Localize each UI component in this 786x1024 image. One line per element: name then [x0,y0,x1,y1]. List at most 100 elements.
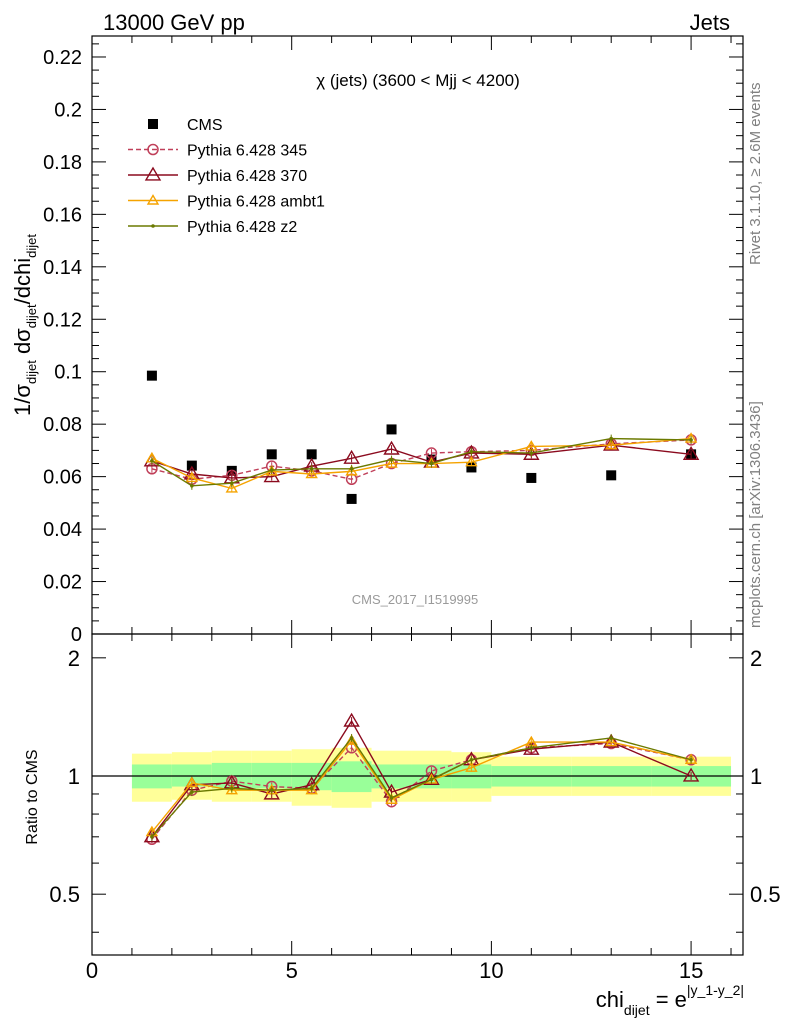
main-data-point [185,471,199,483]
main-series-4 [150,434,693,490]
legend-marker [151,224,155,228]
main-data-point [343,449,360,464]
x-tick-label: 15 [679,958,703,983]
ratio-frame [91,633,744,956]
plot-title: χ (jets) (3600 < Mjj < 4200) [316,71,520,90]
header-left: 13000 GeV pp [103,10,245,35]
main-data-point [146,370,157,381]
x-tick-label: 10 [479,958,503,983]
x-tick-label: 5 [286,958,298,983]
ratio-series-line [151,719,692,838]
mcplots-label: mcplots.cern.ch [arXiv:1306.3436] [747,401,764,628]
ratio-data-point [343,712,360,727]
ratio-data-point [465,761,478,772]
ratio-y-tick-label-right: 2 [750,646,762,671]
legend-label: Pythia 6.428 z2 [187,219,297,236]
main-data-point [150,459,154,463]
ratio-series-line [151,736,692,838]
legend-marker [148,119,158,129]
main-data-point [465,455,478,467]
main-series-line [151,444,692,479]
svg-text:1/σdijet dσdijet/dchidijet: 1/σdijet dσdijet/dchidijet [10,234,39,416]
ratio-data-point [689,757,693,762]
main-y-axis-label: 1/σdijet dσdijet/dchidijet [10,234,39,416]
main-y-tick-label: 0.04 [43,519,82,541]
main-data-point [386,424,397,435]
ratio-panel-series [143,712,700,846]
ratio-y-tick-label-right: 1 [750,764,762,789]
legend-label: Pythia 6.428 370 [187,168,307,185]
ratio-data-point [385,793,398,804]
ratio-data-point [225,783,239,795]
main-data-point [309,466,314,471]
ratio-data-point [682,767,700,782]
main-data-point [269,468,274,472]
ratio-panel-axes: 0.5 0.5 1 1 2 2 0 5 10 15 [49,633,781,983]
main-y-tick-label: 0.18 [43,152,82,174]
ratio-data-point [309,786,314,791]
main-data-point [190,484,194,488]
main-data-point [529,451,534,455]
ratio-data-point [529,745,534,750]
main-data-point [345,465,358,476]
main-data-point [429,461,434,466]
ratio-data-point [469,757,474,762]
main-data-point [225,482,239,493]
x-axis-label: chidijet = e|y_1-y_2| [596,982,744,1018]
ratio-data-point [345,734,358,745]
main-data-point [389,457,394,462]
main-data-point [229,481,234,485]
main-data-point [385,457,398,468]
main-data-point [186,460,197,471]
legend-marker [147,143,159,156]
ratio-data-point [604,735,618,747]
ratio-data-point [609,736,614,740]
main-data-point [606,470,617,481]
main-y-tick-label: 0.1 [54,362,82,384]
main-data-point [466,462,477,473]
ratio-series-3 [150,733,693,841]
main-y-tick-label: 0.16 [43,204,82,226]
main-y-tick-label: 0.06 [43,467,82,489]
main-data-point [526,472,537,483]
main-series-line [151,439,692,480]
legend-label: Pythia 6.428 ambt1 [187,194,325,211]
ratio-data-point [185,776,199,788]
ratio-y-tick-label-right: 0.5 [750,882,781,907]
main-y-tick-label: 0.2 [54,99,82,121]
svg-text:chidijet = e|y_1-y_2|: chidijet = e|y_1-y_2| [596,982,744,1018]
ratio-data-point [389,796,394,800]
legend-label: Pythia 6.428 345 [187,143,307,160]
main-y-tick-label: 0 [71,624,82,646]
rivet-label: Rivet 3.1.10, ≥ 2.6M events [747,83,764,266]
analysis-watermark: CMS_2017_I1519995 [352,592,479,607]
main-data-point [609,436,614,441]
ratio-data-point [263,785,280,800]
main-y-tick-label: 0.08 [43,414,82,436]
main-data-point [602,436,620,451]
main-data-point [349,466,354,471]
ratio-data-point [305,783,318,795]
ratio-data-point [190,790,194,794]
main-series-line [151,437,692,490]
main-series-line [151,437,692,487]
x-tick-label: 0 [86,958,98,983]
legend: CMS Pythia 6.428 345 Pythia 6.428 370 Pythi… [128,117,325,236]
main-data-point [469,449,474,454]
ratio-y-tick-label: 0.5 [49,882,80,907]
ratio-y-tick-label: 1 [68,764,80,789]
main-data-point [305,467,318,479]
main-y-tick-label: 0.14 [43,257,82,279]
legend-marker [146,194,160,205]
ratio-data-point [429,777,434,782]
ratio-data-point [150,835,154,839]
main-data-point [682,445,700,460]
main-data-point [346,493,357,504]
legend-marker [144,166,162,181]
legend-label: CMS [187,117,223,134]
ratio-data-point [602,733,620,748]
main-data-point [266,449,277,460]
main-y-tick-label: 0.22 [43,47,82,69]
ratio-data-point [269,788,274,793]
